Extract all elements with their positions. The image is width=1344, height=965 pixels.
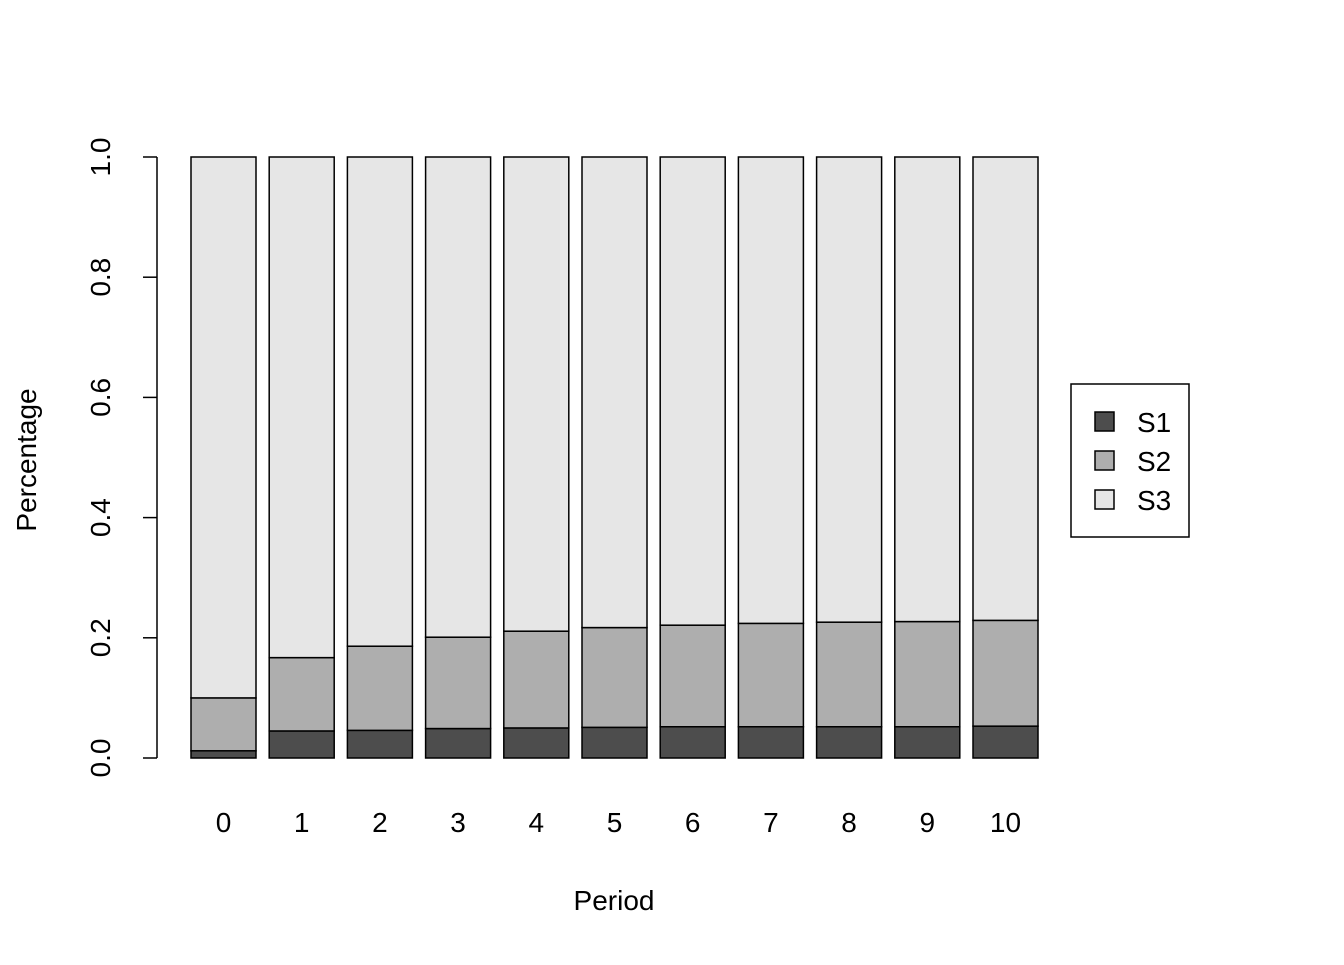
y-tick-label: 0.0	[85, 739, 116, 778]
y-tick-label: 0.6	[85, 378, 116, 417]
x-tick-label: 9	[920, 807, 936, 838]
legend-swatch-s2	[1094, 450, 1115, 471]
legend-label-s1: S1	[1137, 407, 1171, 438]
bar-segment-s3-period-10	[972, 156, 1039, 622]
x-tick-label: 10	[990, 807, 1021, 838]
bar-segment-s3-period-2	[346, 156, 414, 647]
bar-segment-s2-period-0	[190, 697, 257, 752]
bar-segment-s2-period-1	[268, 656, 335, 732]
bar-segment-s2-period-7	[737, 622, 805, 728]
x-tick-label: 1	[294, 807, 310, 838]
bar-segment-s2-period-3	[424, 636, 492, 730]
x-axis-label: Period	[574, 885, 655, 916]
legend-swatch-s3	[1094, 489, 1115, 510]
x-tick-label: 8	[841, 807, 857, 838]
bar-segment-s1-period-4	[503, 727, 570, 759]
x-tick-labels: 0 1 2 3 4 5 6 7 8 9 10	[216, 807, 1021, 838]
legend-label-s2: S2	[1137, 446, 1171, 477]
bar-segment-s2-period-9	[894, 620, 961, 728]
x-tick-label: 6	[685, 807, 701, 838]
y-axis-label: Percentage	[11, 388, 42, 531]
bar-segment-s1-period-8	[815, 725, 883, 759]
bar-segment-s3-period-4	[503, 156, 570, 632]
bar-segment-s3-period-1	[268, 156, 335, 659]
legend-items: S1 S2 S3	[1094, 407, 1171, 516]
bar-segment-s2-period-8	[815, 621, 883, 728]
bar-segment-s3-period-6	[659, 156, 726, 626]
y-tick-label: 0.4	[85, 498, 116, 537]
x-tick-label: 7	[763, 807, 779, 838]
bar-segment-s1-period-2	[346, 729, 414, 759]
x-tick-label: 0	[216, 807, 232, 838]
bar-segment-s1-period-5	[581, 726, 648, 759]
bar-segment-s2-period-4	[503, 630, 570, 729]
legend-box	[1070, 383, 1190, 538]
bar-segment-s1-period-7	[737, 725, 805, 759]
bar-segment-s3-period-7	[737, 156, 805, 625]
bar-segment-s1-period-0	[190, 750, 257, 759]
bar-segment-s3-period-3	[424, 156, 492, 638]
bar-segment-s1-period-1	[268, 730, 335, 759]
bar-segment-s1-period-3	[424, 727, 492, 759]
x-tick-label: 4	[529, 807, 545, 838]
legend-label-s3: S3	[1137, 485, 1171, 516]
legend-swatch-s1	[1094, 411, 1115, 432]
legend: S1 S2 S3	[1070, 383, 1190, 538]
x-tick-label: 3	[450, 807, 466, 838]
bar-segment-s1-period-10	[972, 725, 1039, 759]
bar-segment-s2-period-6	[659, 624, 726, 728]
bar-segment-s2-period-5	[581, 626, 648, 729]
bars-layer	[190, 156, 1039, 759]
y-tick-label: 0.8	[85, 258, 116, 297]
y-tick-label: 1.0	[85, 138, 116, 177]
bar-segment-s2-period-2	[346, 645, 414, 732]
bar-segment-s1-period-9	[894, 725, 961, 759]
bar-segment-s3-period-9	[894, 156, 961, 623]
bar-segment-s2-period-10	[972, 619, 1039, 727]
x-tick-label: 5	[607, 807, 623, 838]
y-axis: 0.0 0.2 0.4 0.6 0.8 1.0	[85, 138, 158, 778]
bar-segment-s1-period-6	[659, 725, 726, 759]
bar-segment-s3-period-0	[190, 156, 257, 699]
bar-segment-s3-period-5	[581, 156, 648, 629]
y-tick-label: 0.2	[85, 618, 116, 657]
x-tick-label: 2	[372, 807, 388, 838]
bar-segment-s3-period-8	[815, 156, 883, 623]
